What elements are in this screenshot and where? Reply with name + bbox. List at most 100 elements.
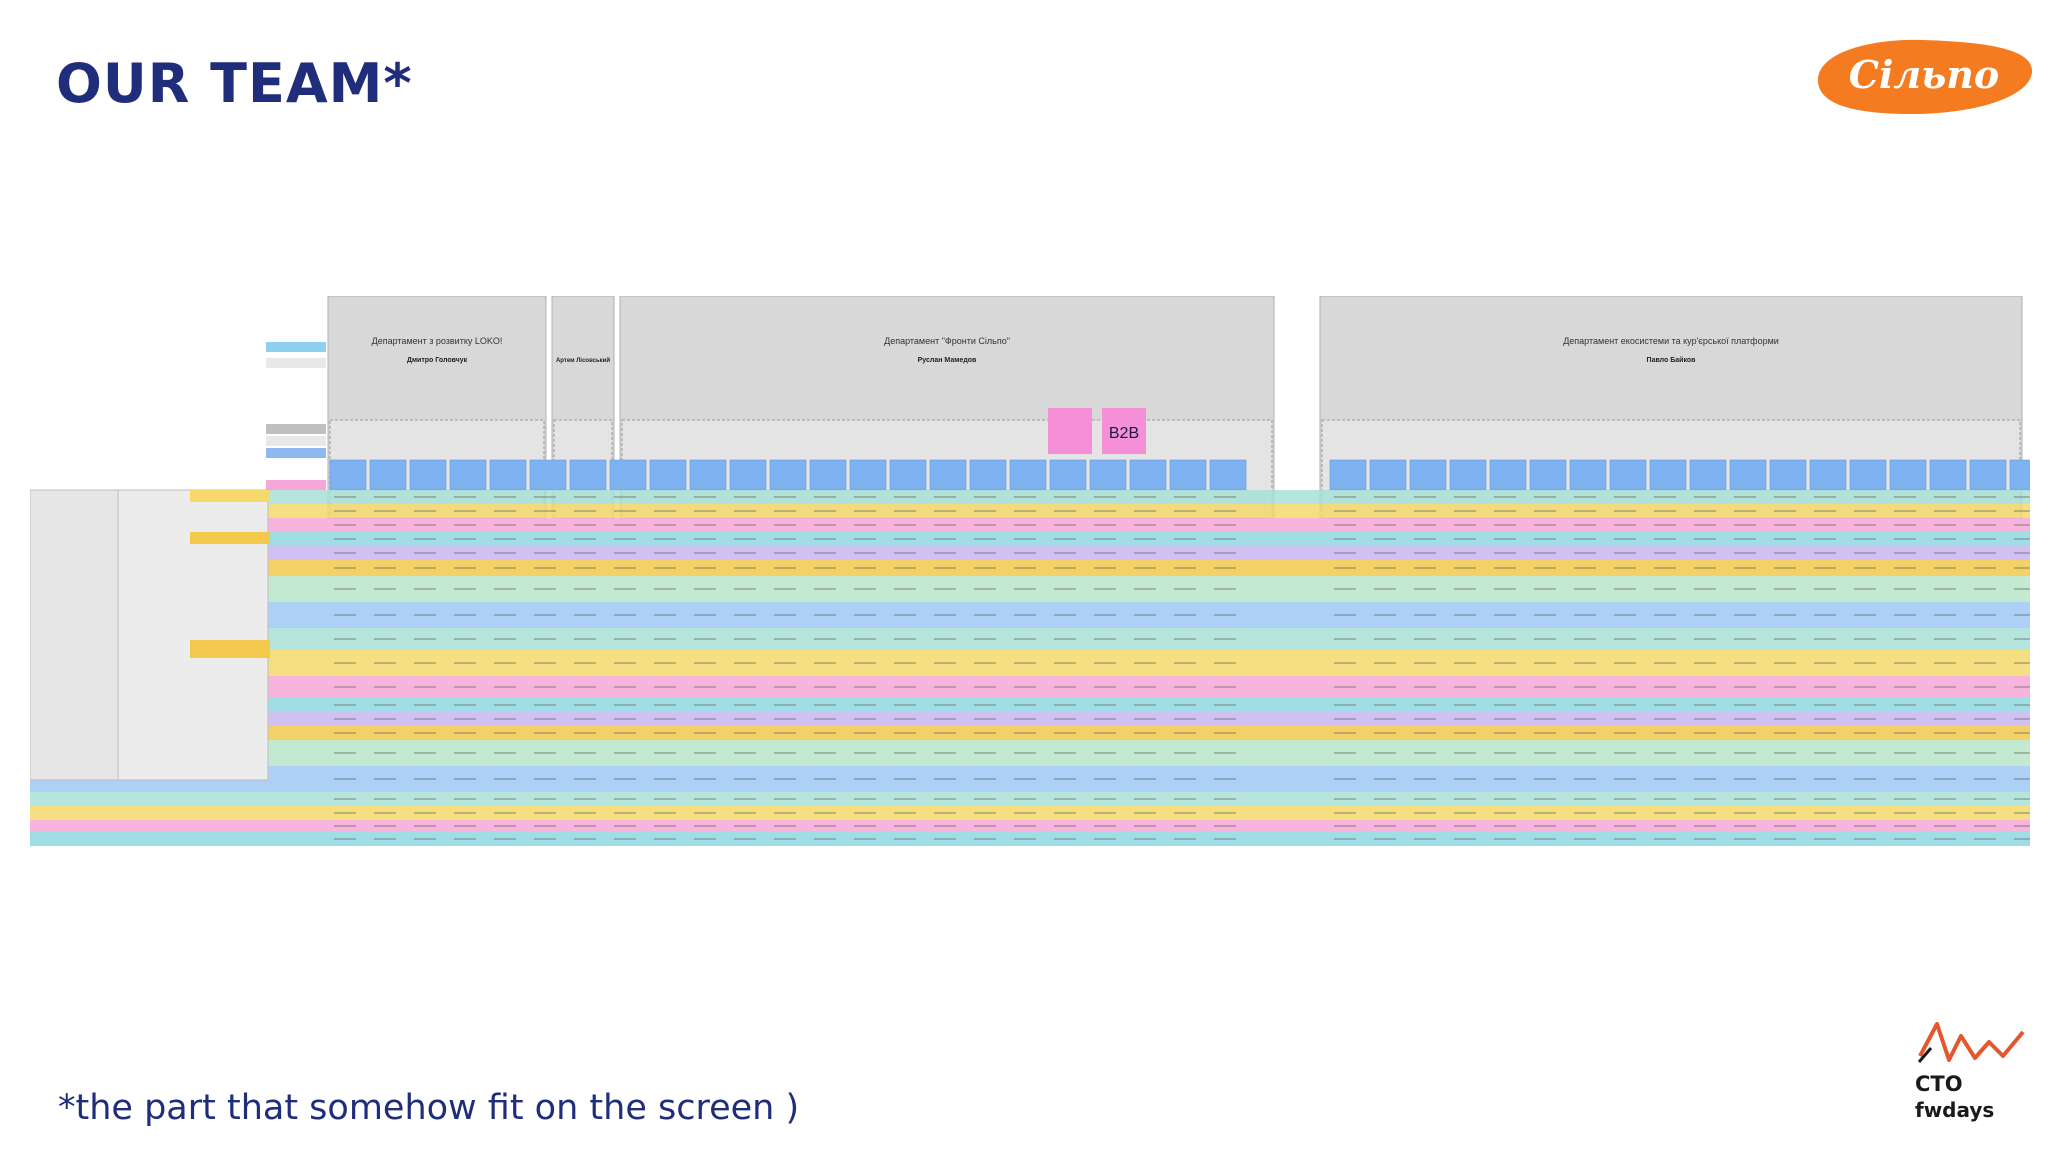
cell-text — [414, 567, 436, 569]
team-card — [1689, 459, 1727, 491]
cell-text — [1454, 686, 1476, 688]
cell-text — [1934, 732, 1956, 734]
cell-text — [1134, 614, 1156, 616]
cell-text — [1694, 838, 1716, 840]
cell-text — [414, 588, 436, 590]
cell-text — [814, 686, 836, 688]
cell-text — [1814, 552, 1836, 554]
cell-text — [1974, 838, 1996, 840]
cell-text — [734, 732, 756, 734]
cell-text — [854, 614, 876, 616]
cell-text — [654, 778, 676, 780]
team-card — [1649, 459, 1687, 491]
cell-text — [1734, 662, 1756, 664]
cell-text — [494, 752, 516, 754]
cell-text — [654, 510, 676, 512]
cell-text — [334, 524, 356, 526]
cell-text — [894, 825, 916, 827]
cell-text — [1574, 825, 1596, 827]
cell-text — [374, 496, 396, 498]
cell-text — [1454, 552, 1476, 554]
stream-row — [30, 576, 2030, 602]
cell-text — [454, 496, 476, 498]
cell-text — [1734, 567, 1756, 569]
cell-text — [2014, 825, 2036, 827]
team-card — [1209, 459, 1247, 491]
cell-text — [1974, 704, 1996, 706]
cell-text — [1094, 524, 1116, 526]
cell-text — [1334, 552, 1356, 554]
cell-text — [1374, 524, 1396, 526]
team-card — [849, 459, 887, 491]
cell-text — [1174, 752, 1196, 754]
team-card — [969, 459, 1007, 491]
cell-text — [494, 686, 516, 688]
cell-text — [1574, 588, 1596, 590]
cell-text — [614, 567, 636, 569]
cell-text — [1894, 638, 1916, 640]
cell-text — [1214, 812, 1236, 814]
cell-text — [814, 778, 836, 780]
cell-text — [334, 704, 356, 706]
cell-text — [1814, 588, 1836, 590]
cell-text — [934, 812, 956, 814]
cell-text — [814, 732, 836, 734]
cell-text — [1414, 732, 1436, 734]
cell-text — [1334, 752, 1356, 754]
cell-text — [854, 752, 876, 754]
cell-text — [1054, 614, 1076, 616]
cell-text — [1574, 798, 1596, 800]
cell-text — [494, 662, 516, 664]
cell-text — [574, 778, 596, 780]
cell-text — [1974, 524, 1996, 526]
stream-row — [30, 546, 2030, 560]
cell-text — [1894, 752, 1916, 754]
cell-text — [1814, 567, 1836, 569]
cell-text — [534, 686, 556, 688]
cell-text — [814, 538, 836, 540]
cell-text — [1094, 825, 1116, 827]
cell-text — [1014, 718, 1036, 720]
cell-text — [1654, 825, 1676, 827]
cell-text — [1774, 567, 1796, 569]
cell-text — [894, 638, 916, 640]
cell-text — [1494, 614, 1516, 616]
team-card — [1489, 459, 1527, 491]
cell-text — [654, 838, 676, 840]
cell-text — [534, 825, 556, 827]
cell-text — [494, 510, 516, 512]
cell-text — [374, 718, 396, 720]
cell-text — [534, 838, 556, 840]
cell-text — [1974, 825, 1996, 827]
cell-text — [1134, 510, 1156, 512]
cell-text — [814, 588, 836, 590]
cell-text — [1334, 496, 1356, 498]
cell-text — [894, 614, 916, 616]
legend-swatch — [266, 436, 326, 446]
cell-text — [1774, 778, 1796, 780]
cell-text — [654, 732, 676, 734]
team-card — [729, 459, 767, 491]
cell-text — [1614, 825, 1636, 827]
cell-text — [934, 588, 956, 590]
cell-text — [1414, 718, 1436, 720]
cell-text — [1614, 567, 1636, 569]
cell-text — [1454, 704, 1476, 706]
cell-text — [1534, 662, 1556, 664]
cell-text — [1214, 614, 1236, 616]
cell-text — [1854, 718, 1876, 720]
cell-text — [894, 704, 916, 706]
cell-text — [1334, 614, 1356, 616]
team-card — [1609, 459, 1647, 491]
cell-text — [1094, 588, 1116, 590]
cell-text — [1334, 778, 1356, 780]
cell-text — [494, 588, 516, 590]
cell-text — [854, 510, 876, 512]
cell-text — [1334, 704, 1356, 706]
cell-text — [494, 614, 516, 616]
cell-text — [1974, 718, 1996, 720]
cell-text — [1374, 638, 1396, 640]
cell-text — [1694, 614, 1716, 616]
cell-text — [1174, 732, 1196, 734]
cell-text — [1494, 825, 1516, 827]
